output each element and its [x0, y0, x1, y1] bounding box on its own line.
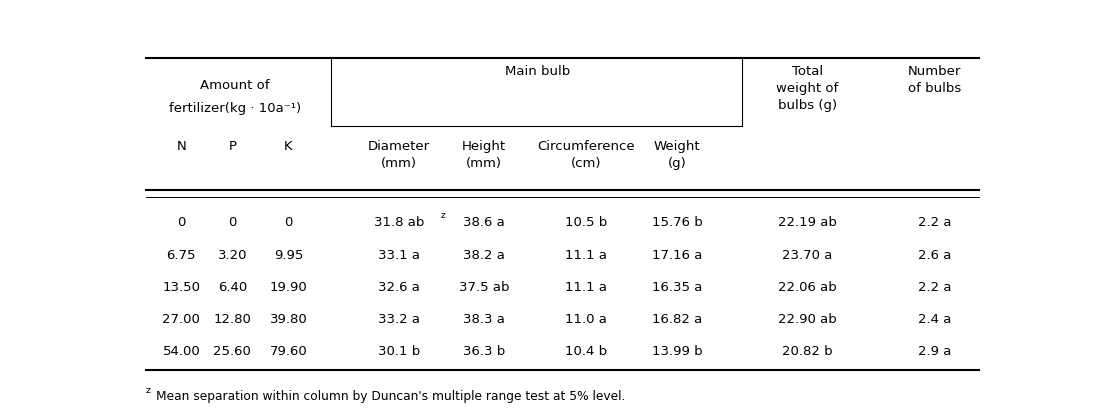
Text: 39.80: 39.80 — [270, 313, 307, 326]
Text: 13.99 b: 13.99 b — [652, 345, 702, 358]
Text: z: z — [441, 211, 445, 220]
Text: 11.0 a: 11.0 a — [565, 313, 607, 326]
Text: 10.4 b: 10.4 b — [565, 345, 607, 358]
Text: 13.50: 13.50 — [162, 281, 201, 294]
Text: Amount of: Amount of — [200, 79, 270, 92]
Text: 36.3 b: 36.3 b — [463, 345, 505, 358]
Text: 0: 0 — [177, 216, 185, 229]
Text: P: P — [228, 140, 236, 153]
Text: 22.06 ab: 22.06 ab — [778, 281, 836, 294]
Text: 25.60: 25.60 — [214, 345, 251, 358]
Text: 16.82 a: 16.82 a — [652, 313, 702, 326]
Text: 2.2 a: 2.2 a — [918, 216, 951, 229]
Text: 6.40: 6.40 — [217, 281, 247, 294]
Text: 15.76 b: 15.76 b — [652, 216, 702, 229]
Text: 32.6 a: 32.6 a — [378, 281, 420, 294]
Text: 20.82 b: 20.82 b — [782, 345, 833, 358]
Text: 2.4 a: 2.4 a — [918, 313, 951, 326]
Text: Total
weight of
bulbs (g): Total weight of bulbs (g) — [776, 65, 838, 112]
Text: 38.6 a: 38.6 a — [463, 216, 505, 229]
Text: 6.75: 6.75 — [167, 249, 196, 262]
Text: 22.19 ab: 22.19 ab — [778, 216, 837, 229]
Text: K: K — [284, 140, 293, 153]
Text: Height
(mm): Height (mm) — [462, 140, 506, 170]
Text: 2.2 a: 2.2 a — [918, 281, 951, 294]
Text: Main bulb: Main bulb — [506, 65, 570, 78]
Text: 38.2 a: 38.2 a — [463, 249, 505, 262]
Text: 38.3 a: 38.3 a — [463, 313, 505, 326]
Text: Diameter
(mm): Diameter (mm) — [367, 140, 430, 170]
Text: 37.5 ab: 37.5 ab — [459, 281, 509, 294]
Text: 30.1 b: 30.1 b — [377, 345, 420, 358]
Text: 12.80: 12.80 — [214, 313, 251, 326]
Text: 19.90: 19.90 — [270, 281, 307, 294]
Text: 17.16 a: 17.16 a — [652, 249, 702, 262]
Text: Mean separation within column by Duncan's multiple range test at 5% level.: Mean separation within column by Duncan'… — [156, 390, 625, 403]
Text: Weight
(g): Weight (g) — [654, 140, 700, 170]
Text: 2.9 a: 2.9 a — [918, 345, 951, 358]
Text: 11.1 a: 11.1 a — [565, 249, 607, 262]
Text: 16.35 a: 16.35 a — [652, 281, 702, 294]
Text: 22.90 ab: 22.90 ab — [778, 313, 836, 326]
Text: 3.20: 3.20 — [217, 249, 247, 262]
Text: 23.70 a: 23.70 a — [782, 249, 833, 262]
Text: Number
of bulbs: Number of bulbs — [908, 65, 961, 94]
Text: 0: 0 — [284, 216, 293, 229]
Text: 10.5 b: 10.5 b — [565, 216, 607, 229]
Text: 11.1 a: 11.1 a — [565, 281, 607, 294]
Text: 79.60: 79.60 — [270, 345, 307, 358]
Text: N: N — [177, 140, 186, 153]
Text: 33.1 a: 33.1 a — [378, 249, 420, 262]
Text: 0: 0 — [228, 216, 237, 229]
Text: Circumference
(cm): Circumference (cm) — [538, 140, 635, 170]
Text: 2.6 a: 2.6 a — [918, 249, 951, 262]
Text: 9.95: 9.95 — [274, 249, 303, 262]
Text: 31.8 ab: 31.8 ab — [374, 216, 425, 229]
Text: 27.00: 27.00 — [162, 313, 201, 326]
Text: 33.2 a: 33.2 a — [378, 313, 420, 326]
Text: fertilizer(kg · 10a⁻¹): fertilizer(kg · 10a⁻¹) — [169, 102, 301, 115]
Text: z: z — [146, 385, 150, 395]
Text: 54.00: 54.00 — [162, 345, 201, 358]
